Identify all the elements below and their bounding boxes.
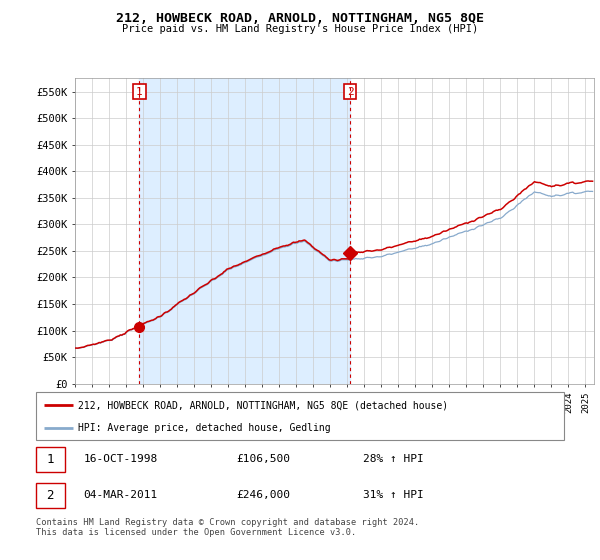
Text: 16-OCT-1998: 16-OCT-1998 [83,454,158,464]
Text: 212, HOWBECK ROAD, ARNOLD, NOTTINGHAM, NG5 8QE (detached house): 212, HOWBECK ROAD, ARNOLD, NOTTINGHAM, N… [78,400,448,410]
Text: HPI: Average price, detached house, Gedling: HPI: Average price, detached house, Gedl… [78,423,331,433]
Text: 31% ↑ HPI: 31% ↑ HPI [364,491,424,501]
Text: 2: 2 [347,87,353,97]
FancyBboxPatch shape [36,447,65,472]
Text: 1: 1 [136,87,143,97]
Text: 2: 2 [47,489,54,502]
Bar [139,78,350,384]
Text: 212, HOWBECK ROAD, ARNOLD, NOTTINGHAM, NG5 8QE: 212, HOWBECK ROAD, ARNOLD, NOTTINGHAM, N… [116,12,484,25]
Text: Price paid vs. HM Land Registry's House Price Index (HPI): Price paid vs. HM Land Registry's House … [122,24,478,34]
Text: £246,000: £246,000 [236,491,290,501]
FancyBboxPatch shape [36,483,65,508]
Text: £106,500: £106,500 [236,454,290,464]
Text: Contains HM Land Registry data © Crown copyright and database right 2024.
This d: Contains HM Land Registry data © Crown c… [36,518,419,538]
Text: 04-MAR-2011: 04-MAR-2011 [83,491,158,501]
Text: 28% ↑ HPI: 28% ↑ HPI [364,454,424,464]
FancyBboxPatch shape [36,392,564,440]
Text: 1: 1 [47,453,54,466]
